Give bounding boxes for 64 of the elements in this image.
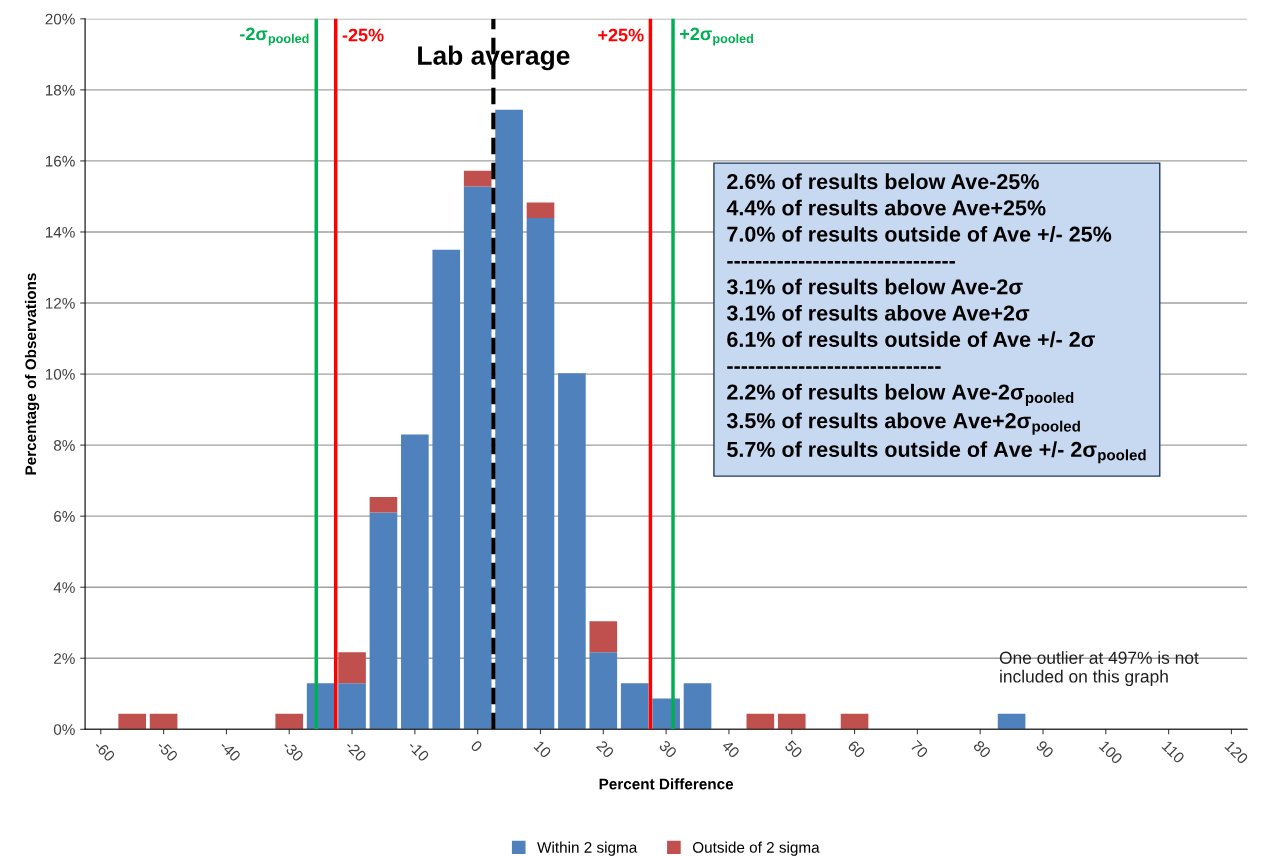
- y-tick-label: 20%: [45, 13, 75, 25]
- y-tick-label: 6%: [54, 511, 75, 522]
- x-tick-label: 100: [1098, 740, 1124, 765]
- bar: [620, 683, 649, 730]
- x-tick-label: -50: [156, 739, 179, 763]
- x-tick-label: 60: [847, 739, 866, 759]
- annotation: Lab average: [418, 45, 570, 71]
- bar: [463, 186, 492, 730]
- x-tick-label: -30: [281, 739, 305, 763]
- x-tick-label: 110: [1161, 740, 1186, 764]
- y-tick-label: 16%: [45, 155, 75, 167]
- bar: [997, 713, 1026, 730]
- x-tick-label: -20: [344, 739, 367, 763]
- y-tick-label: 0%: [53, 724, 75, 735]
- annotation: One outlier at 497% is not included on this graph: [999, 651, 1199, 687]
- x-tick-label: 10: [533, 740, 552, 759]
- y-tick-label: 12%: [45, 297, 75, 309]
- x-tick-label: 90: [1035, 739, 1055, 759]
- bar: [338, 683, 366, 730]
- x-tick-label: 70: [909, 739, 929, 759]
- legend-label: Within 2 sigma: [537, 841, 638, 856]
- bar: [463, 170, 492, 187]
- x-tick-label: 30: [658, 739, 678, 759]
- bar: [369, 512, 398, 730]
- x-tick-label: -60: [93, 739, 116, 763]
- x-tick-label: 50: [784, 739, 804, 759]
- y-tick-label: 14%: [45, 226, 75, 238]
- bar: [683, 683, 712, 730]
- annotation: -25%: [342, 28, 384, 42]
- bar: [401, 434, 429, 730]
- text: 2.6% of results below Ave-25% 4.4% of results above Ave+25% 7.0% of results outside of Ave +/- 25% -------------------------------- 3.1% of results below Ave-2σ 3.1% of results above Ave+2σ 6.1% of results outside of Ave +/- 2σ ------------------------------ 2.2% of results below Ave-2σ$_{pooled}$ 3.5% of results above Ave+2σ$_{pooled}$ 5.7% of results outside of Ave +/- 2σ$_{pooled}$: [726, 173, 1146, 464]
- bar: [746, 713, 775, 730]
- y-tick-label: 4%: [53, 582, 75, 593]
- bar: [589, 621, 618, 653]
- x-tick-label: -40: [218, 739, 242, 763]
- annotation: -2σ$_{pooled}$: [240, 27, 309, 46]
- bar: [526, 218, 555, 730]
- x-tick-label: 80: [972, 739, 992, 759]
- bar: [369, 496, 398, 513]
- bar: [338, 652, 366, 684]
- x-tick-label: 20: [595, 739, 615, 759]
- bar: [589, 652, 618, 730]
- annotation: +25%: [598, 28, 644, 42]
- annotation: +2σ$_{pooled}$: [680, 27, 753, 46]
- bar: [526, 202, 555, 219]
- bar: [840, 713, 869, 730]
- x-tick-label: 40: [721, 739, 741, 759]
- bar: [275, 713, 304, 730]
- x-axis-title: Percent Difference: [599, 778, 734, 790]
- x-tick-label: -10: [407, 739, 430, 763]
- x-tick-label: 0: [470, 739, 483, 753]
- y-axis-title: Percentage of Observations: [24, 273, 40, 475]
- y-tick-label: 8%: [53, 439, 75, 451]
- legend-label: Outside of 2 sigma: [692, 841, 820, 856]
- x-tick-label: 120: [1224, 740, 1249, 765]
- y-tick-label: 10%: [45, 368, 75, 380]
- y-tick-label: 18%: [45, 84, 75, 96]
- bar: [777, 713, 806, 730]
- bar: [432, 249, 461, 730]
- bar: [118, 713, 147, 730]
- y-tick-label: 2%: [54, 653, 75, 664]
- bar: [558, 373, 586, 730]
- bar: [149, 713, 178, 730]
- bar: [495, 109, 523, 730]
